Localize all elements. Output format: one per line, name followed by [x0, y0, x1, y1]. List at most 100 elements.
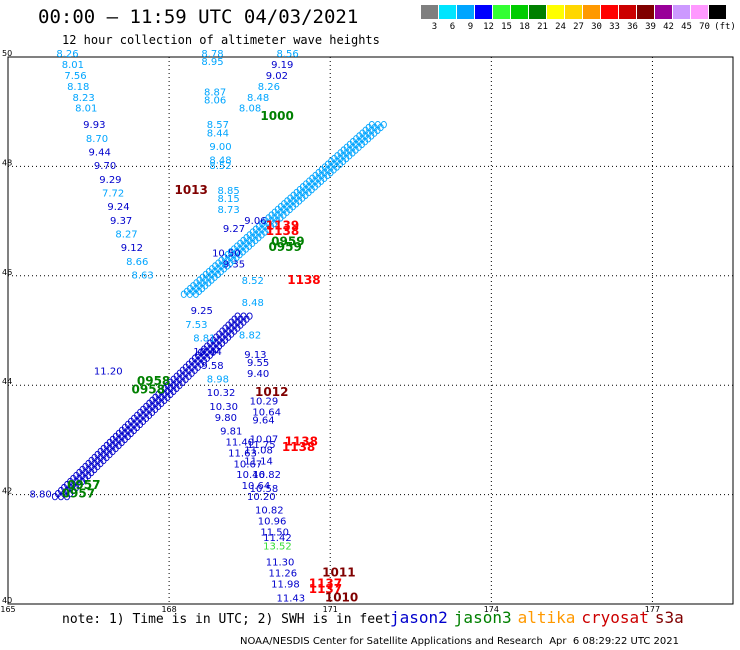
wave-height-label: 8.01 — [62, 60, 84, 71]
scale-label: 42 — [663, 22, 674, 32]
wave-height-label: 1137 — [309, 577, 342, 591]
plot-frame — [7, 56, 734, 605]
scale-label: 39 — [645, 22, 656, 32]
scale-label: 12 — [483, 22, 494, 32]
wave-height-label: 10.67 — [234, 459, 263, 470]
track-marker — [246, 312, 253, 320]
wave-height-label: 1012 — [255, 385, 288, 399]
wave-height-label: 10.30 — [209, 402, 238, 413]
wave-height-label: 9.55 — [247, 358, 269, 369]
scale-swatch — [529, 5, 546, 19]
page-subtitle: 12 hour collection of altimeter wave hei… — [62, 33, 380, 47]
wave-height-label: 9.00 — [209, 142, 231, 153]
wave-height-label: 10.58 — [250, 484, 279, 495]
wave-height-label: 9.40 — [247, 369, 269, 380]
wave-height-label: 8.26 — [56, 49, 78, 60]
wave-height-label: 11.20 — [94, 366, 123, 377]
wave-height-label: 8.81 — [193, 333, 215, 344]
wave-height-label: 8.18 — [67, 82, 89, 93]
scale-swatch — [493, 5, 510, 19]
wave-height-label: 9.24 — [107, 202, 129, 213]
wave-height-label: 8.73 — [217, 205, 239, 216]
scale-swatch — [547, 5, 564, 19]
wave-height-label: 1000 — [260, 109, 293, 123]
wave-height-label: 9.06 — [244, 216, 266, 227]
scale-label: 33 — [609, 22, 620, 32]
wave-height-label: 10.46 — [236, 470, 265, 481]
wave-height-label: 8.80 — [29, 489, 51, 500]
wave-height-label: 9.81 — [220, 426, 242, 437]
wave-height-label: 9.12 — [121, 243, 143, 254]
wave-height-label: 8.87 — [204, 87, 226, 98]
scale-swatch — [709, 5, 726, 19]
wave-height-label: 10.50 — [212, 249, 241, 260]
wave-height-label: 11.08 — [244, 446, 273, 457]
wave-height-label: 10.64 — [242, 481, 271, 492]
wave-height-label: 8.48 — [247, 93, 269, 104]
wave-height-label: 8.78 — [201, 49, 223, 60]
scale-swatch — [457, 5, 474, 19]
wave-height-label: 9.58 — [201, 361, 223, 372]
scale-swatch — [673, 5, 690, 19]
scale-swatch — [691, 5, 708, 19]
wave-height-label: 8.52 — [209, 161, 231, 172]
scale-swatch — [583, 5, 600, 19]
wave-height-label: 8.15 — [217, 194, 239, 205]
wave-height-label: 8.57 — [207, 120, 229, 131]
wave-height-label: 9.93 — [83, 120, 105, 131]
satellite-legend-item: jason3 — [453, 608, 512, 627]
wave-height-label: 1139 — [266, 218, 299, 232]
wave-height-label: 8.08 — [239, 104, 261, 115]
scale-swatch — [439, 5, 456, 19]
scale-unit: (ft) — [714, 22, 736, 32]
scale-label: 27 — [573, 22, 584, 32]
scale-label: 9 — [467, 22, 474, 32]
wave-height-label: 8.85 — [217, 186, 239, 197]
footer-note: note: 1) Time is in UTC; 2) SWH is in fe… — [62, 612, 391, 627]
y-tick-label: 44 — [2, 377, 12, 386]
scale-label: 30 — [591, 22, 602, 32]
track-marker — [368, 120, 375, 129]
wave-height-label: 8.27 — [115, 230, 137, 241]
scale-label: 24 — [555, 22, 566, 32]
wave-height-label: 8.48 — [209, 156, 231, 167]
wave-height-label: 1138 — [285, 434, 318, 448]
wave-height-label: 10.96 — [258, 517, 287, 528]
wave-height-label: 8.48 — [242, 298, 264, 309]
scale-swatch — [511, 5, 528, 19]
wave-height-label: 11.30 — [266, 558, 295, 569]
wave-height-label: 10.20 — [247, 492, 276, 503]
wave-height-label: 0957 — [67, 478, 100, 492]
track-marker — [380, 120, 387, 129]
wave-height-label: 1138 — [266, 224, 299, 238]
wave-height-label: 0959 — [271, 235, 304, 249]
wave-height-label: 9.35 — [223, 260, 245, 271]
track-marker — [234, 312, 241, 320]
wave-height-label: 0958 — [137, 374, 170, 388]
wave-height-label: 9.70 — [94, 161, 116, 172]
wave-height-label: 7.53 — [185, 320, 207, 331]
scale-label: 15 — [501, 22, 512, 32]
wave-height-label: 8.63 — [132, 271, 154, 282]
scale-swatch — [637, 5, 654, 19]
scale-label: 3 — [431, 22, 438, 32]
wave-height-label: 7.56 — [64, 71, 86, 82]
wave-height-label: 11.63 — [228, 448, 257, 459]
wave-height-label: 1010 — [325, 590, 358, 604]
wave-height-label: 8.23 — [72, 93, 94, 104]
wave-height-label: 9.02 — [266, 71, 288, 82]
satellite-legend-item: cryosat — [581, 608, 649, 627]
scale-swatch — [421, 5, 438, 19]
y-tick-label: 42 — [2, 487, 12, 496]
wave-height-label: 1138 — [287, 273, 320, 287]
wave-height-label: 10.82 — [252, 470, 281, 481]
wave-height-label: 1137 — [309, 582, 342, 596]
wave-height-label: 0957 — [62, 486, 95, 500]
wave-height-label: 8.06 — [204, 95, 226, 106]
wave-height-label: 9.64 — [252, 415, 274, 426]
wave-height-label: 9.27 — [223, 224, 245, 235]
wave-height-label: 8.52 — [242, 276, 264, 287]
x-tick-label: 174 — [484, 605, 499, 614]
y-tick-label: 40 — [2, 596, 12, 605]
wave-height-label: 9.80 — [215, 413, 237, 424]
